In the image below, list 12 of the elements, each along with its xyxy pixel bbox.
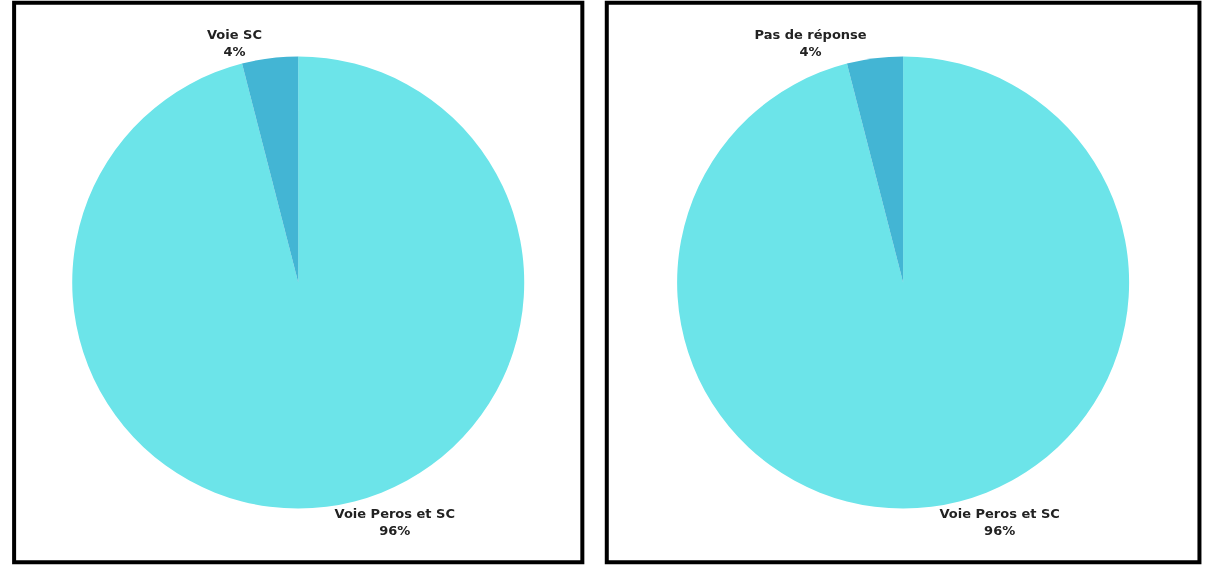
data-label: 96% (984, 523, 1016, 539)
data-label: 4% (799, 43, 822, 59)
data-label: 96% (379, 523, 411, 539)
pie-slice (72, 56, 525, 509)
slice-label: Pas de réponse (754, 26, 867, 42)
slice-label: Voie SC (206, 26, 262, 42)
pie-slice (242, 56, 299, 283)
slice-label: Voie Peros et SC (939, 506, 1060, 522)
pie-slice (677, 56, 1130, 509)
pie-slice (846, 56, 904, 283)
slice-label: Voie Peros et SC (334, 506, 456, 522)
data-label: 4% (223, 43, 246, 59)
